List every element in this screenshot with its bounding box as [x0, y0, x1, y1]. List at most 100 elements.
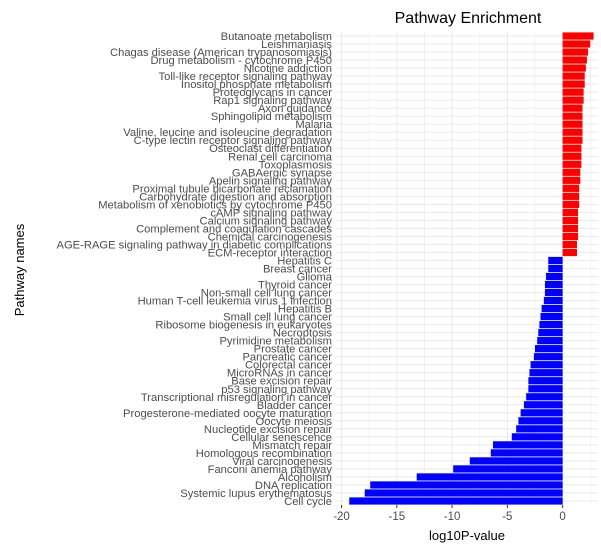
- bar: [526, 393, 563, 401]
- bar: [562, 80, 585, 88]
- y-tick-label: Drug metabolism - cytochrome P450: [150, 55, 332, 67]
- bar: [534, 345, 563, 353]
- bars: [349, 32, 594, 505]
- bar: [562, 32, 594, 40]
- bar: [562, 240, 577, 249]
- bar: [546, 272, 563, 281]
- bar: [562, 136, 583, 144]
- y-tick-label: Base excision repair: [231, 376, 332, 388]
- bar: [529, 369, 563, 377]
- bar: [562, 152, 582, 160]
- y-tick-labels: Butanoate metabolismLeishmaniasisChagas …: [57, 31, 333, 508]
- y-tick-label: AGE-RAGE signaling pathway in diabetic c…: [57, 239, 333, 251]
- bar: [562, 248, 577, 257]
- y-tick-label: Valine, leucine and isoleucine degradati…: [123, 127, 332, 139]
- bar: [541, 304, 563, 313]
- bar: [562, 176, 581, 184]
- bar: [492, 441, 563, 449]
- y-tick-label: p53 signaling pathway: [221, 384, 332, 396]
- chart-title: Pathway Enrichment: [395, 10, 542, 27]
- bar: [562, 104, 583, 112]
- y-tick-label: Progesterone-mediated oocyte maturation: [123, 408, 332, 420]
- y-tick-label: cAMP signaling pathway: [210, 207, 332, 219]
- bar: [562, 208, 579, 216]
- y-tick-label: Hepatitis B: [278, 304, 332, 316]
- y-axis-label: Pathway names: [12, 223, 27, 316]
- bar: [562, 96, 584, 104]
- y-tick-label: Bladder cancer: [257, 400, 333, 412]
- y-tick-label: MicroRNAs in cancer: [227, 368, 332, 380]
- y-tick-label: Homologous recombination: [196, 448, 332, 460]
- y-tick-label: Human T-cell leukemia virus 1 infection: [138, 296, 332, 308]
- y-tick-label: Hepatitis C: [277, 255, 332, 267]
- bar: [453, 465, 563, 473]
- bar: [562, 72, 585, 80]
- y-tick-label: GABAergic synapse: [232, 167, 332, 179]
- y-tick-label: Nucleotide excision repair: [204, 424, 332, 436]
- y-tick-label: Toxoplasmosis: [259, 159, 333, 171]
- bar: [539, 321, 563, 329]
- bar: [540, 312, 563, 321]
- bar: [469, 457, 563, 465]
- bar: [544, 280, 563, 289]
- y-tick-label: Thyroid cancer: [258, 280, 332, 292]
- y-tick-label: Cellular senescence: [231, 432, 332, 444]
- x-tick-label: -15: [388, 511, 405, 523]
- bar: [490, 449, 563, 457]
- y-tick-label: Proteoglycans in cancer: [213, 87, 333, 99]
- bar: [370, 481, 563, 489]
- bar: [544, 288, 563, 297]
- bar: [518, 417, 563, 425]
- y-tick-label: Ribosome biogenesis in eukaryotes: [155, 320, 332, 332]
- y-tick-label: Inositol phosphate metabolism: [181, 79, 332, 91]
- y-tick-label: Non-small cell lung cancer: [201, 288, 332, 300]
- bar: [537, 337, 563, 345]
- bar: [516, 425, 563, 433]
- y-tick-label: ECM-receptor interaction: [208, 247, 332, 259]
- y-tick-label: Proximal tubule bicarbonate reclamation: [132, 183, 332, 195]
- y-tick-label: DNA replication: [255, 480, 332, 492]
- bar: [364, 489, 563, 497]
- bar: [562, 88, 584, 96]
- y-tick-label: Carbohydrate digestion and absorption: [139, 191, 332, 203]
- y-tick-label: Calcium signaling pathway: [200, 215, 333, 227]
- y-tick-label: Systemic lupus erythematosus: [180, 488, 332, 500]
- y-tick-label: Viral carcinogenesis: [232, 456, 332, 468]
- y-tick-label: Leishmaniasis: [261, 39, 332, 51]
- y-tick-label: Complement and coagulation cascades: [136, 223, 332, 235]
- bar: [416, 473, 563, 481]
- bar: [533, 353, 563, 361]
- bar: [528, 385, 563, 393]
- bar: [528, 377, 563, 385]
- bar: [562, 128, 583, 136]
- bar: [562, 160, 582, 168]
- y-tick-label: Chemical carcinogenesis: [208, 231, 333, 243]
- y-tick-label: Butanoate metabolism: [221, 31, 332, 43]
- y-tick-label: Renal cell carcinoma: [228, 151, 333, 163]
- y-tick-label: Pyrimidine metabolism: [219, 336, 332, 348]
- bar: [543, 296, 563, 305]
- y-tick-label: Colorectal cancer: [245, 360, 332, 372]
- y-tick-label: Malaria: [295, 119, 332, 131]
- y-tick-label: Osteoclast differentiation: [209, 143, 332, 155]
- bar: [349, 497, 563, 505]
- bar: [520, 409, 563, 417]
- x-axis-label: log10P-value: [429, 528, 505, 543]
- bar: [562, 64, 586, 72]
- y-tick-label: Glioma: [297, 272, 333, 284]
- bar: [562, 144, 582, 152]
- bar: [530, 361, 563, 369]
- bar: [562, 56, 587, 64]
- bar: [562, 184, 580, 192]
- bar: [562, 192, 580, 200]
- y-tick-label: Necroptosis: [273, 328, 332, 340]
- y-tick-label: C-type lectin receptor signaling pathway: [134, 135, 333, 147]
- bar: [548, 264, 563, 273]
- y-tick-label: Axon guidance: [258, 103, 332, 115]
- bar: [562, 168, 581, 176]
- y-tick-label: Transcriptional misregulation in cancer: [141, 392, 332, 404]
- y-tick-label: Breast cancer: [263, 264, 332, 276]
- bar: [562, 40, 591, 48]
- bar: [562, 112, 583, 120]
